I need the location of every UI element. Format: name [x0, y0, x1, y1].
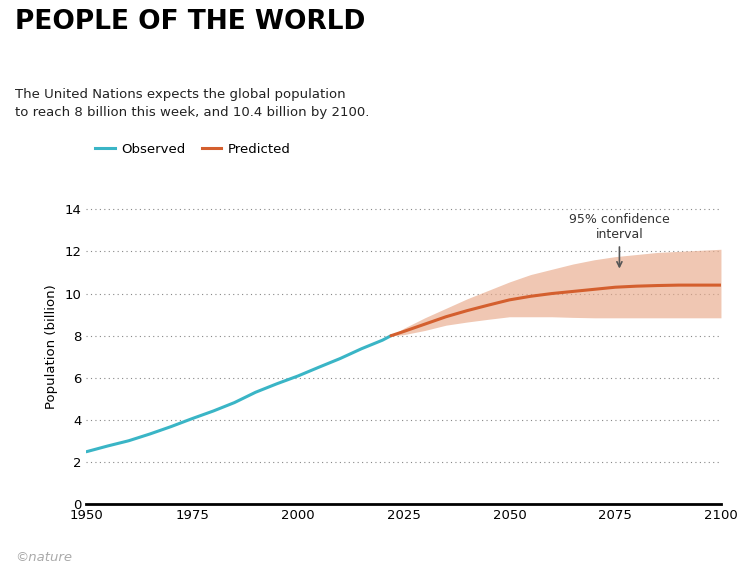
Text: ©nature: ©nature [15, 551, 72, 564]
Text: 95% confidence
interval: 95% confidence interval [569, 213, 670, 267]
Text: The United Nations expects the global population
to reach 8 billion this week, a: The United Nations expects the global po… [15, 88, 369, 119]
Y-axis label: Population (billion): Population (billion) [44, 284, 58, 409]
Legend: Observed, Predicted: Observed, Predicted [90, 138, 296, 161]
Text: PEOPLE OF THE WORLD: PEOPLE OF THE WORLD [15, 9, 366, 35]
